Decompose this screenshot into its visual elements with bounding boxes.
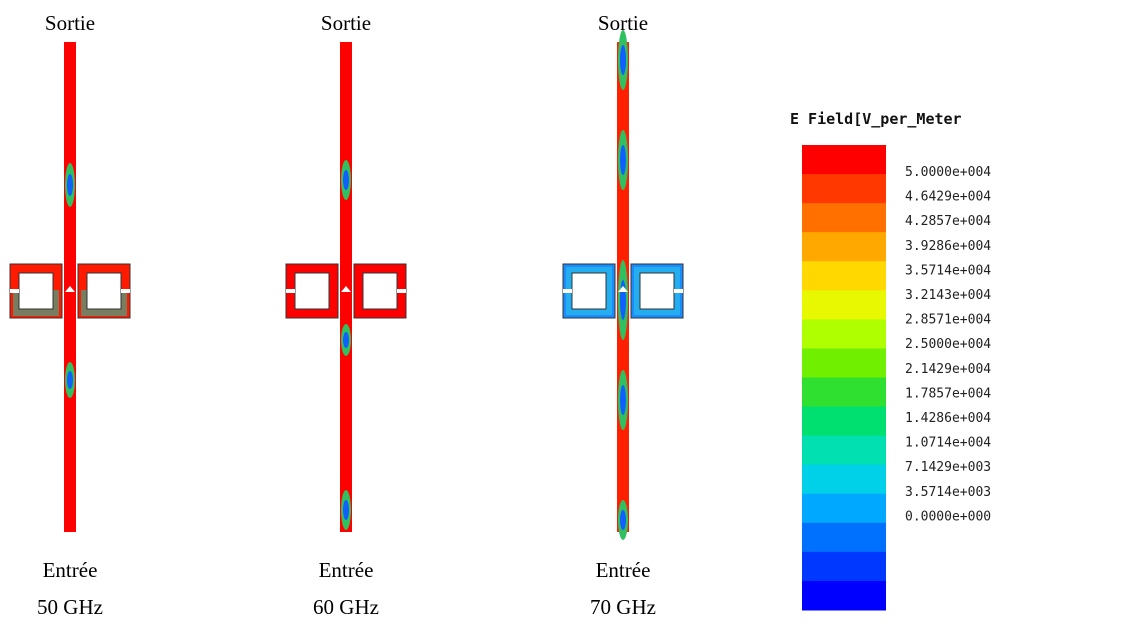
legend-label: 2.8571e+004	[905, 313, 991, 328]
legend-label: 5.0000e+004	[905, 165, 991, 180]
legend-label: 7.1429e+003	[905, 460, 991, 475]
legend-label: 1.7857e+004	[905, 386, 991, 401]
field-spot	[343, 500, 349, 520]
legend-label: 2.5000e+004	[905, 337, 991, 352]
ring-hole	[639, 272, 675, 310]
output-label: Sortie	[598, 11, 648, 35]
field-spot	[343, 170, 349, 190]
frequency-label: 50 GHz	[37, 595, 103, 619]
legend-label: 3.5714e+003	[905, 485, 991, 500]
legend-title: E Field[V_per_Meter	[790, 110, 962, 128]
output-label: Sortie	[321, 11, 371, 35]
legend-label: 4.6429e+004	[905, 190, 991, 205]
legend-label: 3.9286e+004	[905, 239, 991, 254]
colorbar-band	[802, 406, 886, 437]
ring-gap	[674, 289, 683, 293]
legend-label: 3.2143e+004	[905, 288, 991, 303]
colorbar-band	[802, 145, 886, 175]
colorbar-band	[802, 348, 886, 378]
colorbar-band	[802, 551, 886, 582]
ring-gap	[563, 289, 572, 293]
legend-label: 1.0714e+004	[905, 436, 991, 451]
field-spot	[67, 174, 73, 196]
colorbar-band	[802, 435, 886, 466]
frequency-label: 60 GHz	[313, 595, 379, 619]
field-panel	[285, 42, 407, 532]
feed-tip	[65, 286, 75, 292]
frequency-label: 70 GHz	[590, 595, 656, 619]
ring-gap	[121, 289, 130, 293]
colorbar-band	[802, 232, 886, 262]
colorbar-band	[802, 580, 886, 611]
ring-gap	[397, 289, 406, 293]
feed-tip	[341, 286, 351, 292]
legend-label: 4.2857e+004	[905, 214, 991, 229]
colorbar-band	[802, 464, 886, 495]
ring-gap	[10, 289, 19, 293]
field-spot	[620, 510, 626, 530]
feed-tip	[618, 286, 628, 292]
ring-hole	[362, 272, 398, 310]
field-spot	[620, 385, 626, 415]
field-spot	[620, 45, 626, 75]
colorbar-band	[802, 522, 886, 553]
legend-label: 0.0000e+000	[905, 509, 991, 524]
input-label: Entrée	[43, 558, 98, 582]
colorbar-band	[802, 290, 886, 320]
colorbar-band	[802, 203, 886, 233]
field-spot	[67, 371, 73, 389]
legend-label: 2.1429e+004	[905, 362, 991, 377]
colorbar-band	[802, 319, 886, 349]
colorbar-band	[802, 174, 886, 204]
ring-hole	[86, 272, 122, 310]
ring-hole	[294, 272, 330, 310]
output-label: Sortie	[45, 11, 95, 35]
ring-hole	[18, 272, 54, 310]
field-spot	[620, 145, 626, 175]
input-label: Entrée	[319, 558, 374, 582]
field-spot	[343, 332, 349, 348]
field-panel	[562, 30, 684, 540]
input-label: Entrée	[596, 558, 651, 582]
field-panel	[9, 42, 131, 532]
ring-hole	[571, 272, 607, 310]
legend-label: 1.4286e+004	[905, 411, 991, 426]
colorbar-band	[802, 261, 886, 291]
ring-gap	[286, 289, 295, 293]
colorbar-band	[802, 377, 886, 408]
legend-label: 3.5714e+004	[905, 263, 991, 278]
colorbar-band	[802, 493, 886, 524]
